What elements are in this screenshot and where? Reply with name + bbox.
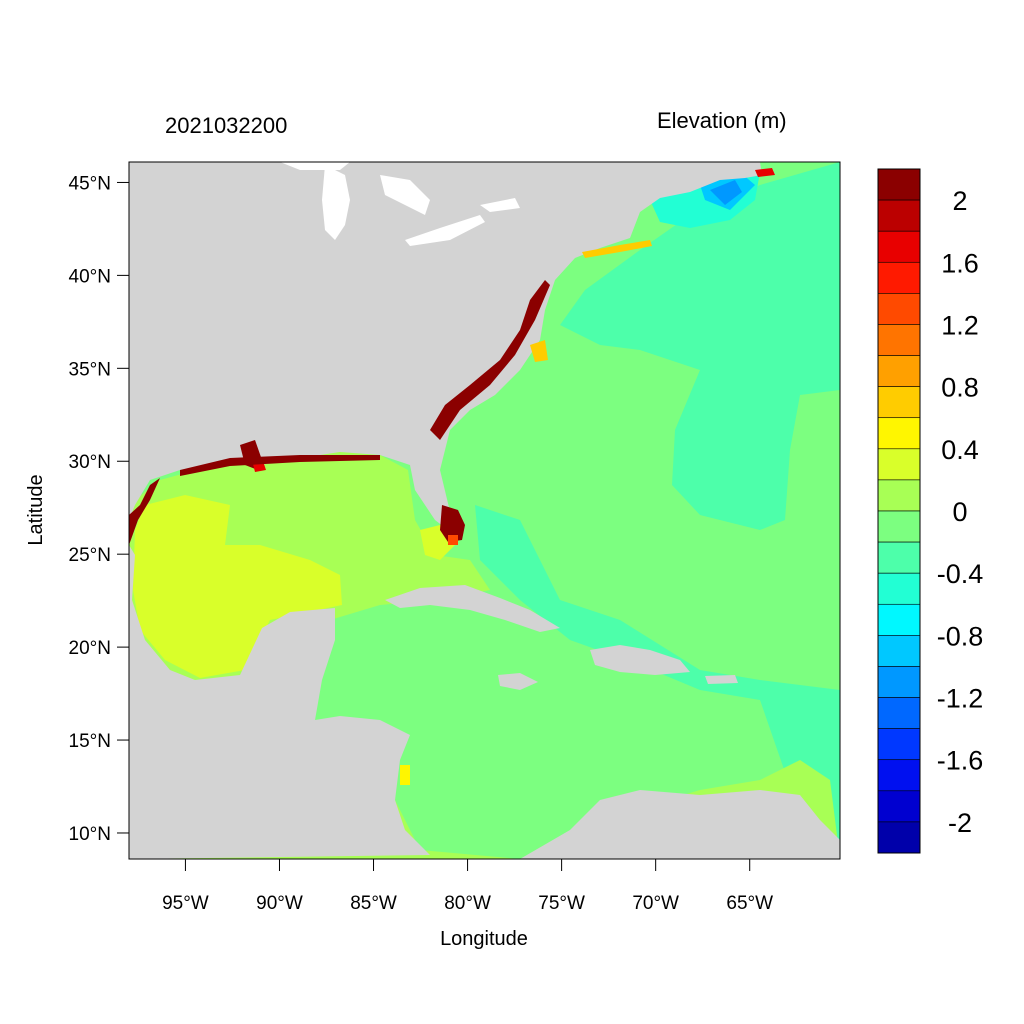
colorbar-swatch: [877, 728, 921, 761]
puerto-rico-land: [705, 675, 738, 684]
x-axis-label: Longitude: [440, 928, 528, 950]
texas-coast-surge: [129, 478, 160, 545]
y-tick-label: 15°N: [69, 731, 111, 752]
lake-ontario: [480, 198, 520, 212]
colorbar-swatch: [877, 417, 921, 450]
south-florida-surge: [440, 505, 465, 542]
y-tick-label: 25°N: [69, 545, 111, 566]
atlantic-negative-region: [560, 162, 840, 530]
western-gulf-high: [133, 495, 342, 678]
honduras-high: [400, 765, 410, 785]
jamaica-land: [498, 673, 538, 690]
colorbar-label: 0.4: [941, 435, 979, 465]
colorbar-swatch: [877, 386, 921, 419]
colorbar-swatch: [877, 666, 921, 698]
colorbar-label: -1.6: [937, 746, 984, 776]
hispaniola-land: [590, 645, 690, 675]
colorbar-labels: 2 1.6 1.2 0.8 0.4 0 -0.4 -0.8 -1.2 -1.6 -2: [937, 186, 984, 838]
colorbar-label: -1.2: [937, 684, 984, 714]
y-tick-label: 35°N: [69, 359, 111, 380]
y-tick-label: 20°N: [69, 638, 111, 659]
north-america-land: [129, 162, 762, 530]
east-coast-surge-band: [430, 280, 550, 440]
colorbar-label: 0.8: [941, 373, 979, 403]
great-lakes: [280, 162, 520, 246]
colorbar-swatch: [877, 821, 921, 854]
chesapeake-high: [530, 340, 548, 362]
variable-title: Elevation (m): [657, 108, 787, 133]
x-tick-label: 95°W: [162, 893, 209, 914]
colorbar-swatch: [877, 572, 921, 605]
x-tick-label: 90°W: [256, 893, 303, 914]
colorbar-swatch: [877, 697, 921, 729]
colorbar-swatch: [877, 324, 921, 356]
colorbar-swatch: [877, 541, 921, 574]
lake-huron: [380, 175, 430, 215]
colorbar-swatch: [877, 790, 921, 823]
lake-erie: [405, 215, 485, 246]
y-tick-label: 45°N: [69, 173, 111, 194]
long-island-sound-high: [582, 240, 652, 258]
colorbar-swatch: [877, 355, 921, 387]
colorbar-frame: [877, 168, 921, 854]
bay-of-fundy-lowest: [710, 180, 742, 205]
y-axis-ticks: 45°N 40°N 35°N 30°N 25°N 20°N 15°N 10°N: [69, 173, 129, 845]
map-panel: [129, 162, 840, 859]
colorbar-label: 1.2: [941, 310, 979, 340]
colorbar-swatch: [877, 168, 921, 201]
south-florida-surge-core: [448, 535, 458, 545]
colorbar-label: 1.6: [941, 248, 979, 278]
colorbar-label: -2: [948, 808, 972, 838]
colorbar-swatch: [877, 199, 921, 232]
gulf-coast-surge-band: [180, 455, 380, 476]
y-axis-label: Latitude: [25, 474, 47, 545]
colorbar-swatch: [877, 759, 921, 792]
cuba-land: [385, 585, 560, 632]
colorbar-swatch: [877, 261, 921, 294]
land-masses: [129, 162, 840, 859]
colorbar-swatch: [877, 510, 921, 543]
y-tick-label: 40°N: [69, 266, 111, 287]
colorbar-label: 2: [952, 186, 967, 216]
x-tick-label: 65°W: [726, 893, 773, 914]
map-frame: [128, 161, 841, 860]
y-tick-label: 10°N: [69, 824, 111, 845]
x-tick-label: 75°W: [538, 893, 585, 914]
colorbar-swatch: [877, 448, 921, 481]
south-america-land: [520, 790, 840, 859]
colorbar-swatch: [877, 635, 921, 667]
x-tick-label: 85°W: [350, 893, 397, 914]
surge-hotspots: [129, 168, 775, 545]
colorbar: [877, 168, 921, 854]
mexico-land: [129, 545, 430, 859]
colorbar-swatch: [877, 230, 921, 263]
x-tick-label: 70°W: [632, 893, 679, 914]
y-tick-label: 30°N: [69, 452, 111, 473]
date-title: 2021032200: [165, 113, 287, 138]
colorbar-label: -0.4: [937, 559, 984, 589]
x-axis-ticks: 95°W 90°W 85°W 80°W 75°W 70°W 65°W: [162, 859, 773, 914]
colorbar-swatch: [877, 603, 921, 636]
x-tick-label: 80°W: [444, 893, 491, 914]
lake-superior: [280, 162, 350, 170]
colorbar-label: -0.8: [937, 621, 984, 651]
colorbar-swatch: [877, 479, 921, 512]
colorbar-label: 0: [952, 497, 967, 527]
nova-scotia-surge: [755, 168, 775, 177]
lake-michigan: [322, 165, 350, 240]
colorbar-swatch: [877, 293, 921, 325]
